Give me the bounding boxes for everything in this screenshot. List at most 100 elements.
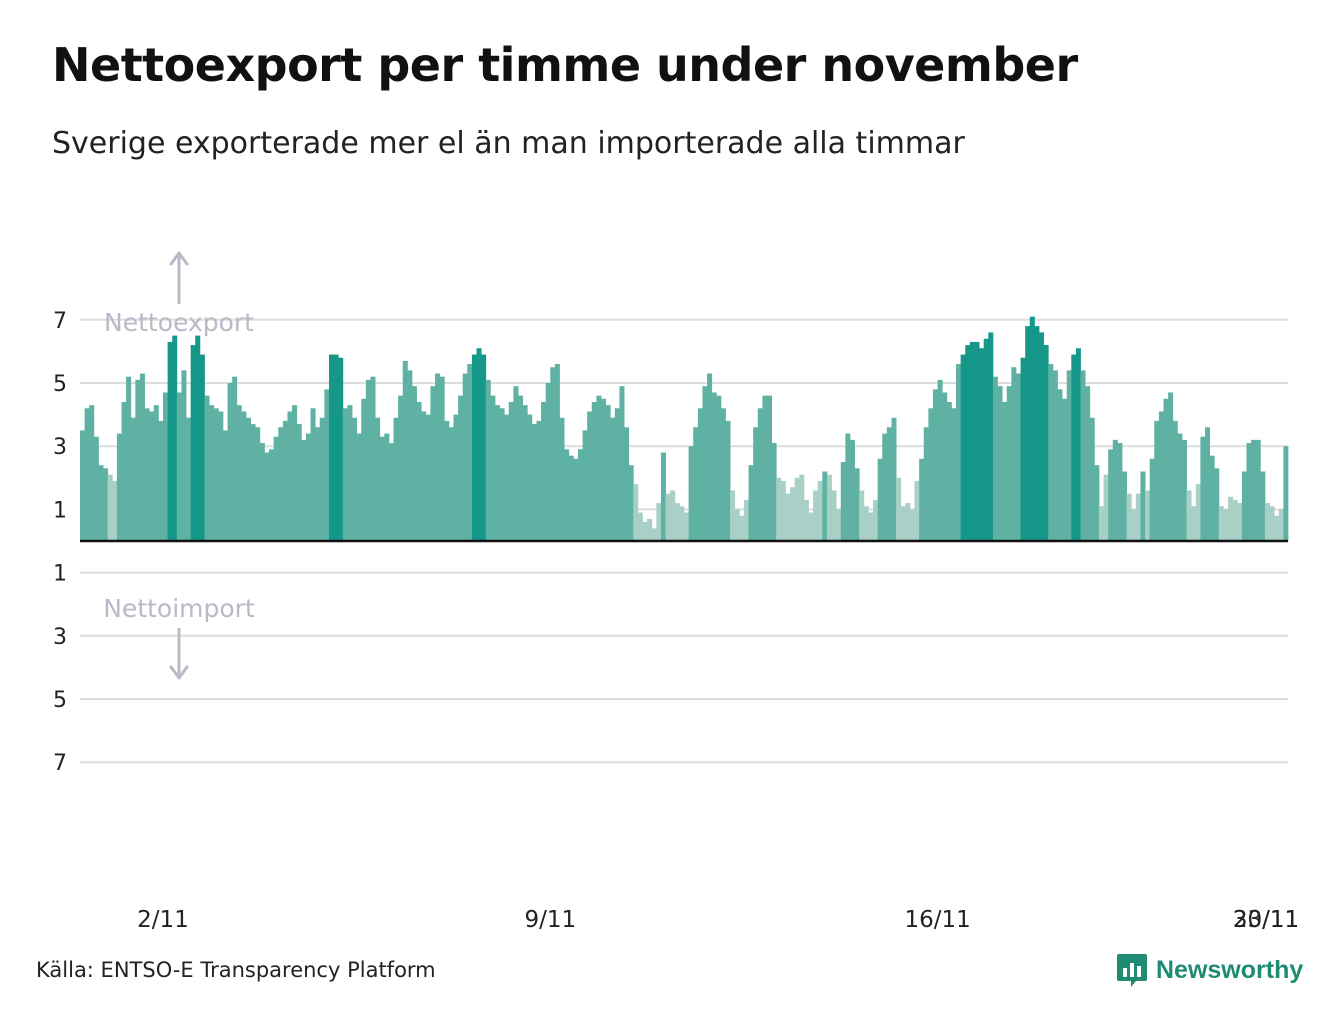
data-bar bbox=[508, 401, 514, 541]
data-bar bbox=[896, 477, 902, 541]
data-bar bbox=[684, 512, 690, 541]
data-bar bbox=[411, 386, 417, 541]
data-bar bbox=[1025, 326, 1031, 541]
data-bar bbox=[121, 401, 127, 541]
data-bar bbox=[817, 480, 823, 541]
data-bar bbox=[803, 499, 809, 541]
data-bar bbox=[573, 458, 579, 541]
data-bar bbox=[965, 345, 971, 541]
data-bar bbox=[1029, 316, 1035, 541]
data-bar bbox=[956, 364, 962, 541]
import-label: Nettoimport bbox=[103, 594, 255, 623]
data-bar bbox=[845, 433, 851, 541]
data-bar bbox=[458, 395, 464, 541]
data-bar bbox=[909, 509, 915, 541]
data-bar bbox=[402, 360, 408, 541]
data-bar bbox=[126, 376, 132, 541]
data-bar bbox=[356, 433, 362, 541]
data-bar bbox=[416, 401, 422, 541]
data-bar bbox=[554, 364, 560, 541]
data-bar bbox=[1131, 509, 1137, 541]
data-bar bbox=[946, 401, 952, 541]
data-bar bbox=[979, 348, 985, 541]
data-bar bbox=[199, 354, 205, 541]
data-bar bbox=[637, 512, 643, 541]
data-bar bbox=[1232, 499, 1238, 541]
data-bar bbox=[319, 417, 325, 541]
data-bar bbox=[660, 452, 666, 541]
x-tick-label: 16/11 bbox=[904, 907, 970, 933]
data-bar bbox=[527, 414, 533, 541]
data-bar bbox=[315, 427, 321, 541]
data-bar bbox=[882, 433, 888, 541]
export-label: Nettoexport bbox=[104, 308, 254, 337]
data-bar bbox=[107, 474, 113, 541]
data-bar bbox=[1191, 506, 1197, 541]
data-bar bbox=[873, 499, 879, 541]
data-bar bbox=[1011, 367, 1017, 541]
data-bar bbox=[365, 379, 371, 541]
x-tick-label: 9/11 bbox=[524, 907, 576, 933]
data-bar bbox=[679, 506, 685, 541]
data-bar bbox=[619, 386, 625, 541]
data-bar bbox=[716, 395, 722, 541]
data-bar bbox=[338, 357, 344, 541]
data-bar bbox=[328, 354, 334, 541]
data-bar bbox=[1122, 471, 1128, 541]
data-bar bbox=[1154, 420, 1160, 541]
data-bar bbox=[333, 354, 339, 541]
data-bar bbox=[439, 376, 445, 541]
data-bar bbox=[116, 433, 122, 541]
data-bar bbox=[928, 408, 934, 541]
data-bar bbox=[305, 433, 311, 541]
import-annotation: Nettoimport bbox=[103, 594, 255, 680]
data-bar bbox=[264, 452, 270, 541]
data-bar bbox=[384, 433, 390, 541]
data-bar bbox=[1043, 345, 1049, 541]
data-bar bbox=[711, 392, 717, 541]
y-tick-label: 3 bbox=[53, 625, 67, 650]
data-bar bbox=[997, 386, 1003, 541]
data-bar bbox=[697, 408, 703, 541]
data-bar bbox=[942, 392, 948, 541]
data-bar bbox=[531, 424, 537, 541]
data-bar bbox=[1034, 326, 1040, 541]
data-bar bbox=[467, 364, 473, 541]
data-bar bbox=[1057, 389, 1063, 541]
data-bar bbox=[601, 398, 607, 541]
data-bar bbox=[347, 405, 353, 541]
data-bar bbox=[905, 503, 911, 541]
data-bar bbox=[1181, 439, 1187, 541]
data-bar bbox=[1172, 420, 1178, 541]
data-bar bbox=[822, 471, 828, 541]
source-note: Källa: ENTSO-E Transparency Platform bbox=[36, 958, 436, 982]
data-bar bbox=[776, 477, 782, 541]
data-bar bbox=[785, 493, 791, 541]
data-bar bbox=[476, 348, 482, 541]
data-bar bbox=[1080, 370, 1086, 541]
data-bar bbox=[1158, 411, 1164, 541]
data-bar bbox=[1278, 509, 1284, 541]
data-bar bbox=[702, 386, 708, 541]
data-bar bbox=[236, 405, 242, 541]
data-bar bbox=[425, 414, 431, 541]
data-bar bbox=[167, 341, 173, 541]
data-bar bbox=[1283, 446, 1289, 541]
data-bar bbox=[1177, 433, 1183, 541]
data-bar bbox=[836, 509, 842, 541]
data-bar bbox=[1094, 465, 1100, 541]
data-bar bbox=[628, 465, 634, 541]
data-bar bbox=[794, 477, 800, 541]
data-bar bbox=[98, 465, 104, 541]
data-bar bbox=[647, 518, 653, 541]
data-bar bbox=[1218, 506, 1224, 541]
data-bar bbox=[854, 468, 860, 541]
data-bar bbox=[771, 443, 777, 541]
data-bar bbox=[642, 522, 648, 541]
data-bar bbox=[577, 449, 583, 541]
data-bar bbox=[287, 411, 293, 541]
data-bar bbox=[1264, 503, 1270, 541]
data-bar bbox=[813, 490, 819, 541]
data-bar bbox=[522, 405, 528, 541]
